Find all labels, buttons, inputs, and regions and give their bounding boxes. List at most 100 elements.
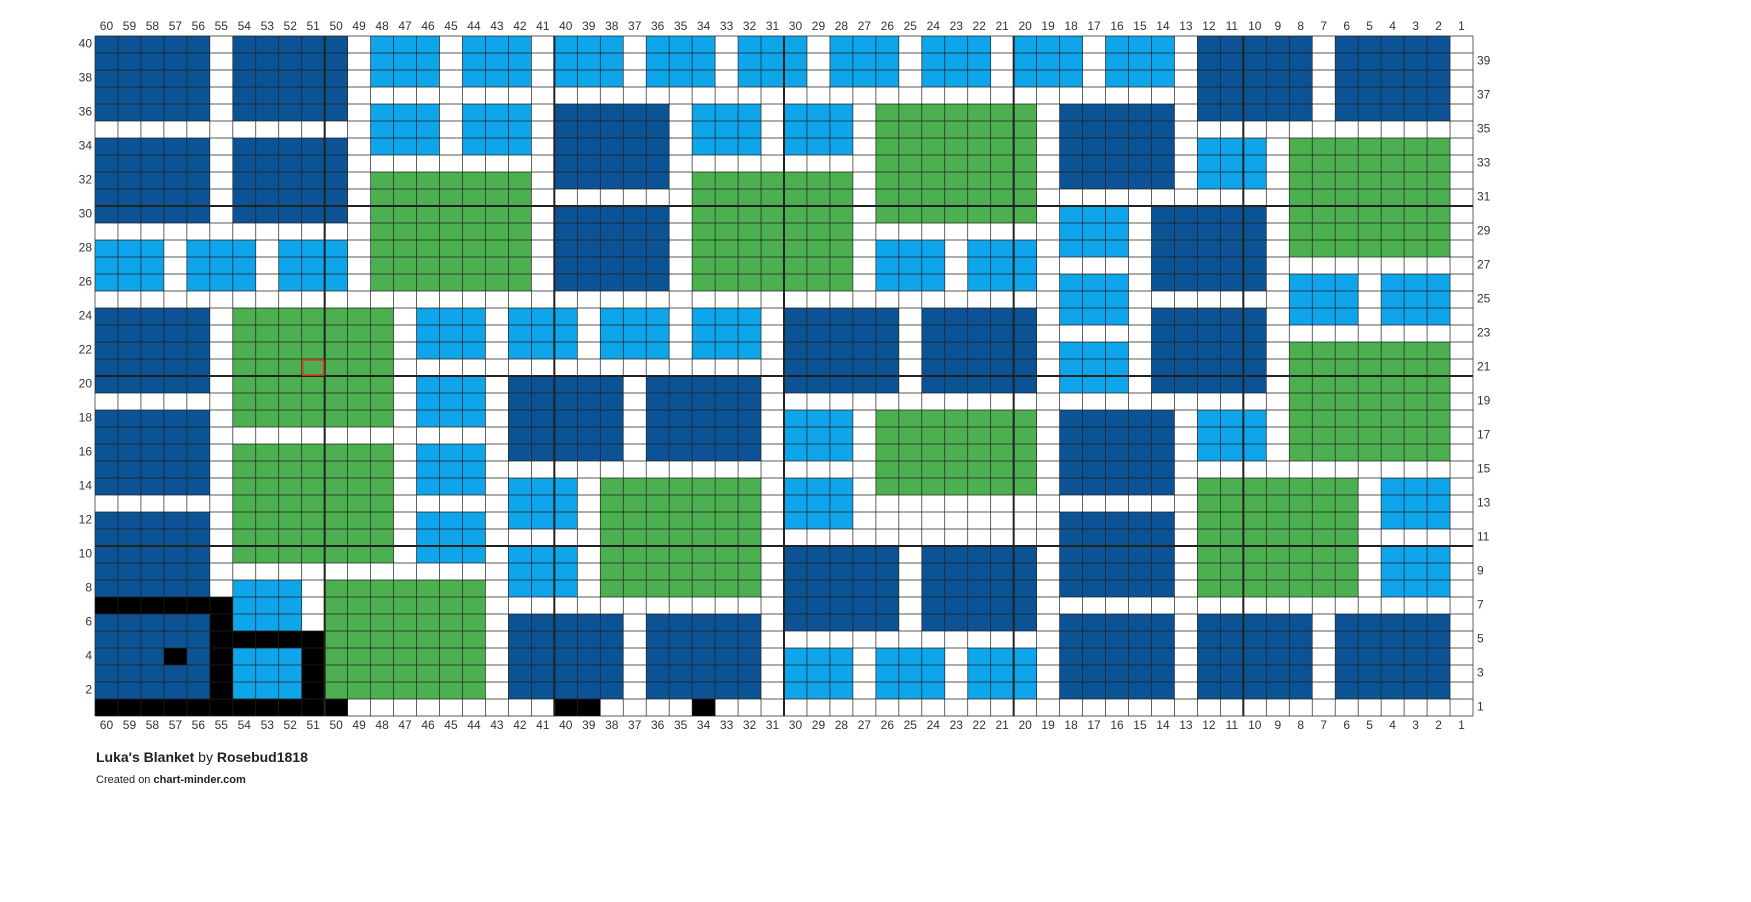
row-label: 24 <box>79 309 93 323</box>
column-label: 53 <box>261 19 275 33</box>
color-block <box>416 512 486 563</box>
column-label: 60 <box>100 718 114 732</box>
column-label: 10 <box>1248 19 1262 33</box>
column-label: 60 <box>100 19 114 33</box>
color-block <box>232 648 302 699</box>
color-block <box>462 104 532 155</box>
color-block <box>209 631 325 648</box>
row-label: 35 <box>1477 122 1491 136</box>
column-label: 59 <box>123 718 137 732</box>
color-block <box>784 546 899 631</box>
column-label: 53 <box>261 718 275 732</box>
column-label: 9 <box>1274 19 1281 33</box>
column-label: 20 <box>1018 19 1032 33</box>
row-label: 20 <box>79 377 93 391</box>
row-label: 1 <box>1477 700 1484 714</box>
color-block <box>1197 138 1267 189</box>
color-block <box>1335 614 1451 699</box>
color-block <box>1289 342 1451 461</box>
column-label: 38 <box>605 718 619 732</box>
column-label: 48 <box>375 718 389 732</box>
column-label: 21 <box>996 19 1010 33</box>
column-label: 44 <box>467 718 481 732</box>
column-label: 17 <box>1087 19 1101 33</box>
color-block <box>692 104 762 155</box>
color-block <box>508 478 578 529</box>
color-block <box>416 376 486 427</box>
column-label: 12 <box>1202 19 1216 33</box>
color-block <box>1013 36 1083 87</box>
column-label: 7 <box>1320 718 1327 732</box>
column-label: 23 <box>950 718 964 732</box>
color-block <box>1335 36 1451 121</box>
column-label: 28 <box>835 19 849 33</box>
column-label: 37 <box>628 718 642 732</box>
column-label: 22 <box>973 19 987 33</box>
color-block <box>600 308 670 359</box>
color-block <box>784 104 853 155</box>
color-block <box>554 104 670 189</box>
column-label: 47 <box>398 718 412 732</box>
column-label: 41 <box>536 19 550 33</box>
color-block <box>370 104 440 155</box>
column-label: 4 <box>1389 19 1396 33</box>
row-label: 40 <box>79 37 93 51</box>
color-block <box>163 648 187 665</box>
column-label: 21 <box>996 718 1010 732</box>
color-block <box>1059 342 1129 393</box>
column-label: 5 <box>1366 718 1373 732</box>
column-label: 31 <box>766 19 780 33</box>
column-label: 14 <box>1156 19 1170 33</box>
color-block <box>646 614 762 699</box>
column-label: 15 <box>1133 718 1147 732</box>
column-label: 24 <box>927 718 941 732</box>
color-block <box>1197 36 1313 121</box>
column-label: 2 <box>1435 19 1442 33</box>
color-block <box>462 36 532 87</box>
column-label: 28 <box>835 718 849 732</box>
column-label: 26 <box>881 718 895 732</box>
color-block <box>1381 546 1451 597</box>
row-label: 11 <box>1477 530 1490 544</box>
color-block <box>508 376 624 461</box>
row-label: 2 <box>85 683 92 697</box>
color-block <box>1289 274 1359 325</box>
column-label: 22 <box>973 718 987 732</box>
column-label: 42 <box>513 718 527 732</box>
column-label: 24 <box>927 19 941 33</box>
column-label: 8 <box>1297 718 1304 732</box>
color-block <box>738 36 807 87</box>
column-label: 57 <box>169 19 183 33</box>
selected-cell <box>301 359 325 376</box>
row-label: 18 <box>79 411 93 425</box>
created-text: Created on <box>96 774 151 786</box>
color-block <box>95 36 210 121</box>
column-label: 45 <box>444 718 458 732</box>
column-label: 51 <box>307 718 321 732</box>
color-block <box>692 699 716 716</box>
column-label: 30 <box>789 718 803 732</box>
color-block <box>95 410 210 495</box>
by-text: by <box>198 749 213 765</box>
row-label: 10 <box>79 547 93 561</box>
column-label: 55 <box>215 19 229 33</box>
site-link[interactable]: chart-minder.com <box>153 774 246 786</box>
color-block <box>232 308 394 427</box>
row-label: 12 <box>79 513 93 527</box>
column-label: 38 <box>605 19 619 33</box>
footer-title-line: Luka's Blanket by Rosebud1818 <box>96 749 308 765</box>
column-label: 5 <box>1366 19 1373 33</box>
color-block <box>554 206 670 291</box>
column-label: 36 <box>651 19 665 33</box>
row-label: 3 <box>1477 666 1484 680</box>
row-label: 16 <box>79 445 93 459</box>
row-label: 15 <box>1477 462 1491 476</box>
color-block <box>416 308 486 359</box>
pattern-grid: 6060595958585757565655555454535352525151… <box>79 19 1491 732</box>
row-label: 6 <box>85 615 92 629</box>
footer-credit: Created on chart-minder.com <box>96 774 246 786</box>
column-label: 29 <box>812 718 826 732</box>
column-label: 19 <box>1041 19 1055 33</box>
column-label: 34 <box>697 19 711 33</box>
